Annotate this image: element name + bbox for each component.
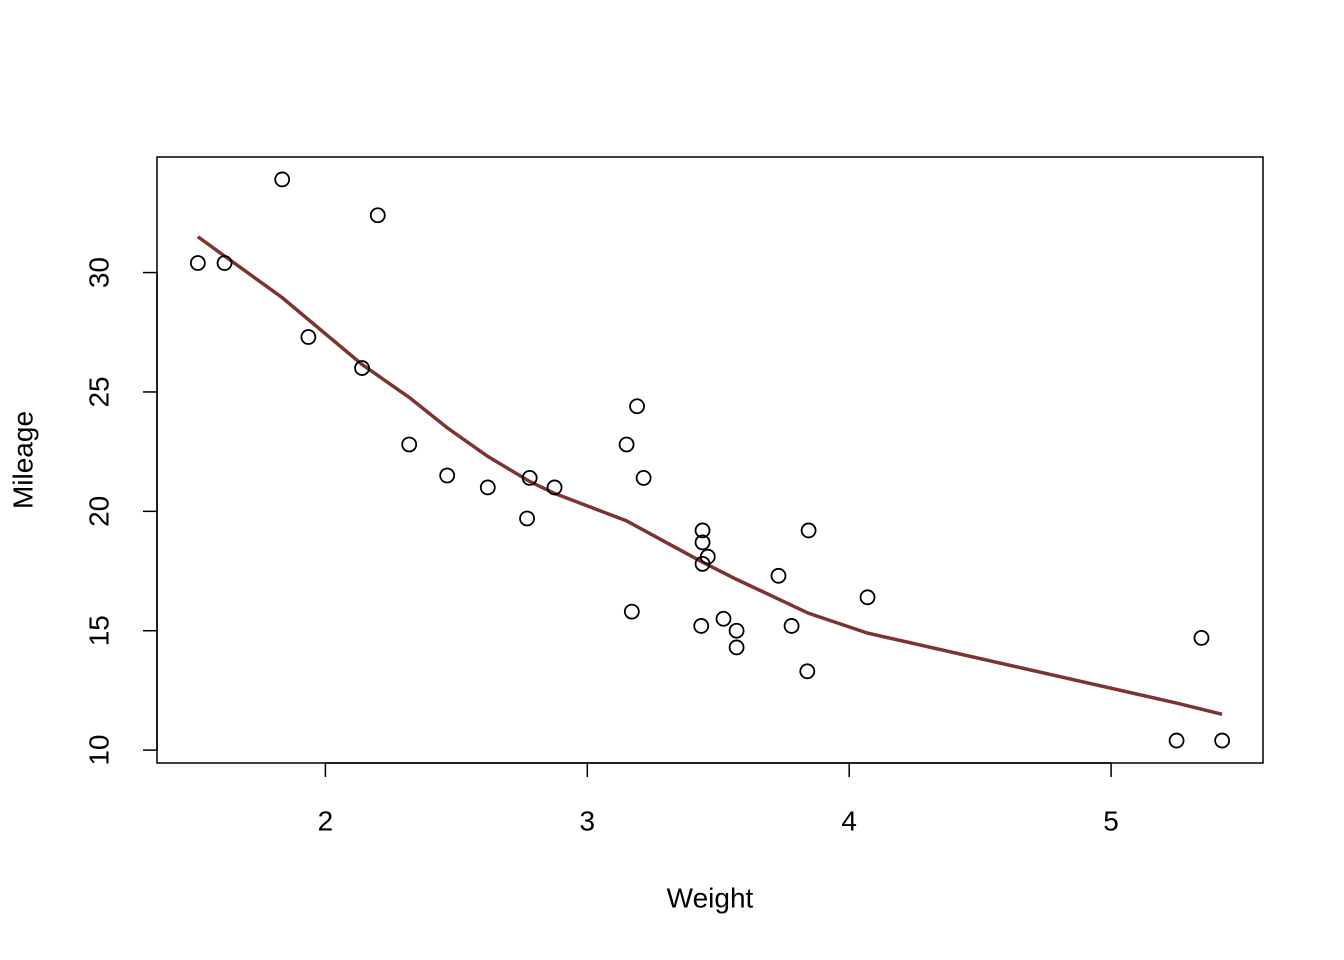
x-tick-label: 3 (580, 805, 596, 836)
point (783, 618, 800, 634)
point (274, 171, 291, 188)
point (401, 436, 418, 453)
x-tick-label: 4 (841, 805, 857, 836)
point (546, 479, 563, 496)
point (300, 329, 317, 345)
y-tick-label: 10 (83, 735, 114, 766)
point (800, 522, 817, 539)
point (728, 639, 745, 656)
point (694, 555, 711, 572)
point (629, 398, 645, 415)
point (799, 663, 816, 680)
trend-line (196, 235, 1223, 716)
x-axis-label: Weight (667, 882, 754, 913)
point (189, 255, 206, 271)
y-tick-label: 15 (83, 615, 114, 646)
point (1214, 732, 1231, 749)
point (694, 534, 711, 551)
point (521, 470, 538, 486)
point (618, 436, 635, 453)
y-tick-label: 25 (83, 376, 114, 407)
y-tick-label: 30 (83, 257, 114, 288)
point (1168, 732, 1185, 749)
point (216, 255, 233, 271)
point (1193, 629, 1210, 646)
point (728, 622, 745, 639)
point (479, 479, 496, 496)
point (715, 610, 732, 627)
point (635, 470, 652, 486)
point (770, 567, 787, 584)
x-tick-label: 2 (318, 805, 334, 836)
point (694, 522, 711, 539)
point (439, 467, 456, 484)
plot-box (156, 156, 1264, 764)
y-tick-label: 20 (83, 496, 114, 527)
point (623, 603, 640, 620)
y-axis-label: Mileage (7, 411, 38, 509)
point (859, 589, 876, 606)
point (693, 618, 710, 634)
point (519, 510, 535, 527)
x-tick-label: 5 (1103, 805, 1119, 836)
point (369, 207, 386, 224)
point (354, 360, 370, 376)
